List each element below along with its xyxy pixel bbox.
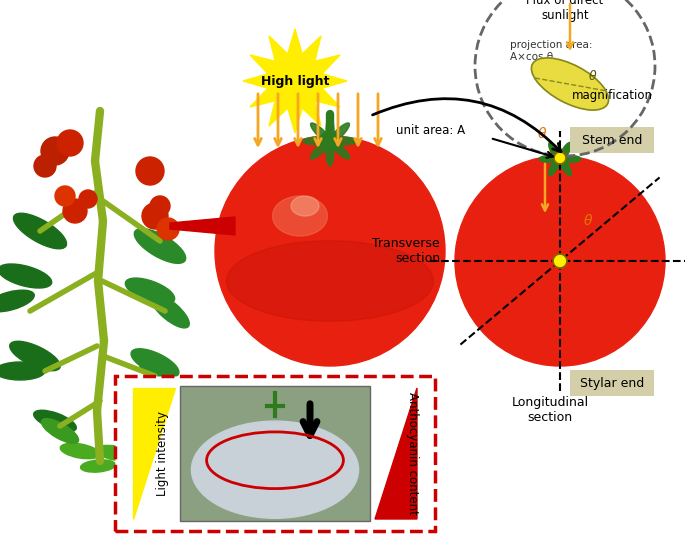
Circle shape xyxy=(320,131,340,151)
FancyBboxPatch shape xyxy=(570,127,654,153)
Circle shape xyxy=(63,199,87,223)
Ellipse shape xyxy=(326,116,334,146)
Text: unit area: A: unit area: A xyxy=(396,124,465,137)
Ellipse shape xyxy=(97,445,134,460)
Polygon shape xyxy=(170,217,235,235)
Text: Longitudinal
section: Longitudinal section xyxy=(512,396,588,424)
Polygon shape xyxy=(375,388,417,519)
Circle shape xyxy=(215,136,445,366)
Circle shape xyxy=(455,156,665,366)
Text: Anthocyanin content: Anthocyanin content xyxy=(406,392,419,515)
Text: Stem end: Stem end xyxy=(582,134,642,147)
Ellipse shape xyxy=(549,142,561,162)
Ellipse shape xyxy=(124,415,166,437)
Text: projection area:
A×cos θ: projection area: A×cos θ xyxy=(510,40,593,62)
Bar xyxy=(180,386,370,521)
Text: θ: θ xyxy=(538,127,546,141)
Ellipse shape xyxy=(134,229,186,263)
Text: θ: θ xyxy=(589,69,597,82)
Text: High light: High light xyxy=(261,75,329,88)
Ellipse shape xyxy=(0,290,34,312)
Ellipse shape xyxy=(310,137,332,159)
Text: Light intensity: Light intensity xyxy=(156,411,169,496)
Circle shape xyxy=(57,130,83,156)
Circle shape xyxy=(150,196,170,216)
Ellipse shape xyxy=(303,137,333,145)
Bar xyxy=(115,376,435,531)
Circle shape xyxy=(554,255,566,267)
Circle shape xyxy=(552,150,568,166)
Circle shape xyxy=(55,186,75,206)
Ellipse shape xyxy=(131,349,179,377)
Ellipse shape xyxy=(151,294,189,328)
Circle shape xyxy=(157,218,179,240)
Ellipse shape xyxy=(559,156,571,176)
Text: Stylar end: Stylar end xyxy=(580,377,644,390)
Ellipse shape xyxy=(119,418,152,447)
Text: θ: θ xyxy=(584,214,593,228)
Text: Transverse
section: Transverse section xyxy=(373,237,440,265)
Ellipse shape xyxy=(191,421,359,518)
Text: Flux of direct
sunlight: Flux of direct sunlight xyxy=(526,0,603,22)
Circle shape xyxy=(41,137,69,165)
Ellipse shape xyxy=(291,196,319,216)
Ellipse shape xyxy=(0,362,45,380)
Ellipse shape xyxy=(14,213,66,249)
Polygon shape xyxy=(133,388,175,519)
Circle shape xyxy=(79,190,97,208)
Ellipse shape xyxy=(559,155,581,162)
Circle shape xyxy=(555,153,565,163)
Circle shape xyxy=(136,157,164,185)
Ellipse shape xyxy=(559,142,571,162)
Ellipse shape xyxy=(125,278,175,304)
FancyBboxPatch shape xyxy=(570,370,654,396)
Ellipse shape xyxy=(532,58,608,110)
Ellipse shape xyxy=(0,264,51,288)
Ellipse shape xyxy=(140,360,180,392)
Text: magnification: magnification xyxy=(572,89,653,102)
Circle shape xyxy=(142,203,168,229)
Ellipse shape xyxy=(327,137,357,145)
Ellipse shape xyxy=(60,443,100,459)
Ellipse shape xyxy=(326,136,334,166)
Circle shape xyxy=(34,155,56,177)
Ellipse shape xyxy=(227,241,434,321)
Ellipse shape xyxy=(327,123,349,145)
Ellipse shape xyxy=(310,123,332,145)
Ellipse shape xyxy=(41,419,79,443)
Ellipse shape xyxy=(10,341,60,371)
Ellipse shape xyxy=(539,155,561,162)
Polygon shape xyxy=(243,29,347,133)
Ellipse shape xyxy=(549,156,561,176)
Ellipse shape xyxy=(81,460,116,472)
Ellipse shape xyxy=(273,196,327,236)
Ellipse shape xyxy=(327,137,349,159)
Ellipse shape xyxy=(34,410,76,432)
